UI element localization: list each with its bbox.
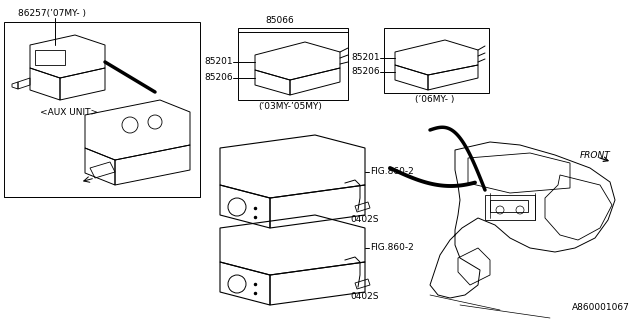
Text: 85206: 85206 [351, 68, 380, 76]
Text: 0402S: 0402S [351, 215, 380, 224]
Text: 85201: 85201 [351, 53, 380, 62]
Text: 0402S: 0402S [351, 292, 380, 301]
Text: 85066: 85066 [266, 16, 294, 25]
Text: FRONT: FRONT [580, 150, 611, 159]
Bar [384, 28, 489, 93]
Text: 86257(’07MY- ): 86257(’07MY- ) [18, 9, 86, 18]
Text: FIG.860-2: FIG.860-2 [370, 244, 413, 252]
Text: A860001067: A860001067 [572, 303, 630, 312]
Text: 85206: 85206 [204, 74, 233, 83]
Text: (’06MY- ): (’06MY- ) [415, 95, 454, 104]
Bar [490, 200, 528, 212]
Text: (’03MY-’05MY): (’03MY-’05MY) [258, 102, 322, 111]
Bar [35, 50, 65, 65]
Bar [485, 195, 535, 220]
Bar [4, 22, 200, 197]
Text: 85201: 85201 [204, 58, 233, 67]
Text: <AUX UNIT>: <AUX UNIT> [40, 108, 98, 117]
Text: FIG.860-2: FIG.860-2 [370, 167, 413, 177]
Bar [238, 28, 348, 100]
